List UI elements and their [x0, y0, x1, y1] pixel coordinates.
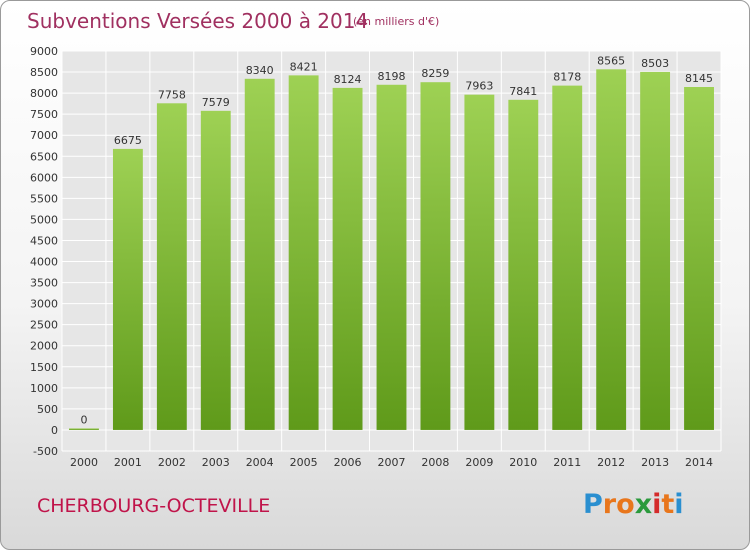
brand-letter: i — [674, 489, 684, 520]
x-tick-label: 2000 — [70, 456, 98, 469]
y-tick-label: 1500 — [30, 361, 58, 374]
data-label: 8259 — [421, 67, 449, 80]
y-tick-label: -500 — [33, 445, 58, 458]
bar — [244, 78, 275, 430]
y-tick-label: 500 — [37, 403, 58, 416]
data-label: 8198 — [378, 70, 406, 83]
bar — [508, 99, 539, 430]
bar — [420, 82, 451, 430]
x-tick-label: 2010 — [509, 456, 537, 469]
y-tick-label: 0 — [51, 424, 58, 437]
y-tick-label: 6000 — [30, 171, 58, 184]
x-tick-label: 2003 — [202, 456, 230, 469]
y-tick-label: 8500 — [30, 66, 58, 79]
bar — [684, 87, 714, 430]
chart-title: Subventions Versées 2000 à 2014 — [27, 9, 369, 33]
y-tick-label: 9000 — [30, 45, 58, 58]
brand-logo: Proxiti — [583, 489, 684, 520]
data-label: 0 — [80, 413, 87, 426]
bar — [112, 148, 143, 430]
y-tick-label: 7000 — [30, 129, 58, 142]
y-tick-label: 6500 — [30, 150, 58, 163]
brand-letter: t — [661, 489, 675, 520]
brand-letter: o — [616, 489, 635, 520]
y-tick-label: 2500 — [30, 319, 58, 332]
x-tick-label: 2008 — [421, 456, 449, 469]
y-tick-label: 5000 — [30, 213, 58, 226]
bar — [596, 69, 627, 430]
data-label: 8421 — [290, 60, 318, 73]
data-label: 8178 — [553, 71, 581, 84]
y-tick-label: 3000 — [30, 298, 58, 311]
y-tick-label: 8000 — [30, 87, 58, 100]
x-tick-label: 2002 — [158, 456, 186, 469]
brand-letter: P — [583, 489, 603, 520]
bar — [464, 94, 495, 430]
data-label: 6675 — [114, 134, 142, 147]
x-tick-label: 2007 — [378, 456, 406, 469]
y-tick-label: 1000 — [30, 382, 58, 395]
x-tick-label: 2013 — [641, 456, 669, 469]
place-name: CHERBOURG-OCTEVILLE — [37, 495, 271, 517]
x-tick-label: 2011 — [553, 456, 581, 469]
x-tick-label: 2004 — [246, 456, 274, 469]
y-tick-label: 5500 — [30, 192, 58, 205]
brand-letter: r — [602, 489, 617, 520]
x-tick-label: 2005 — [290, 456, 318, 469]
bar — [332, 87, 363, 430]
data-label: 8124 — [334, 73, 362, 86]
y-tick-label: 2000 — [30, 340, 58, 353]
data-label: 8145 — [685, 72, 713, 85]
bar — [640, 71, 671, 430]
data-label: 8565 — [597, 54, 625, 67]
data-label: 8503 — [641, 57, 669, 70]
x-tick-label: 2014 — [685, 456, 713, 469]
data-label: 7963 — [465, 80, 493, 93]
y-tick-label: 4000 — [30, 256, 58, 269]
brand-letter: x — [634, 489, 653, 520]
data-label: 7579 — [202, 96, 230, 109]
bar — [552, 85, 583, 430]
y-tick-label: 4500 — [30, 234, 58, 247]
y-tick-label: 3500 — [30, 277, 58, 290]
bar — [156, 103, 187, 430]
x-tick-label: 2001 — [114, 456, 142, 469]
data-label: 7841 — [509, 85, 537, 98]
x-tick-label: 2006 — [334, 456, 362, 469]
chart-subtitle: (en milliers d'€) — [353, 15, 440, 28]
bar — [69, 428, 99, 430]
bar — [200, 110, 231, 430]
data-label: 8340 — [246, 64, 274, 77]
bar — [288, 75, 319, 430]
x-tick-label: 2009 — [465, 456, 493, 469]
brand-letter: i — [652, 489, 662, 520]
x-tick-label: 2012 — [597, 456, 625, 469]
data-label: 7758 — [158, 88, 186, 101]
y-tick-label: 7500 — [30, 108, 58, 121]
bar — [376, 84, 407, 430]
